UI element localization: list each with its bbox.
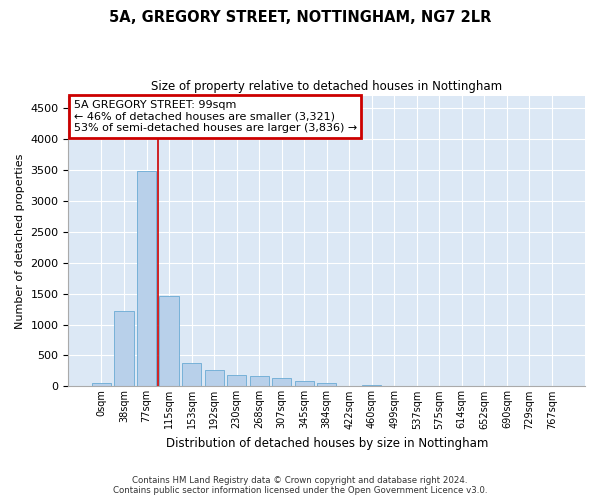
Bar <box>272 378 291 386</box>
Bar <box>182 363 201 386</box>
Bar <box>317 382 336 386</box>
Bar <box>115 311 134 386</box>
Text: 5A, GREGORY STREET, NOTTINGHAM, NG7 2LR: 5A, GREGORY STREET, NOTTINGHAM, NG7 2LR <box>109 10 491 25</box>
Bar <box>137 171 156 386</box>
Y-axis label: Number of detached properties: Number of detached properties <box>15 154 25 328</box>
Bar <box>362 384 382 386</box>
Bar <box>250 376 269 386</box>
Bar <box>295 382 314 386</box>
Title: Size of property relative to detached houses in Nottingham: Size of property relative to detached ho… <box>151 80 502 93</box>
X-axis label: Distribution of detached houses by size in Nottingham: Distribution of detached houses by size … <box>166 437 488 450</box>
Bar <box>205 370 224 386</box>
Bar <box>227 376 246 386</box>
Text: Contains HM Land Registry data © Crown copyright and database right 2024.
Contai: Contains HM Land Registry data © Crown c… <box>113 476 487 495</box>
Bar <box>92 384 111 386</box>
Bar <box>160 296 179 386</box>
Text: 5A GREGORY STREET: 99sqm
← 46% of detached houses are smaller (3,321)
53% of sem: 5A GREGORY STREET: 99sqm ← 46% of detach… <box>74 100 357 133</box>
